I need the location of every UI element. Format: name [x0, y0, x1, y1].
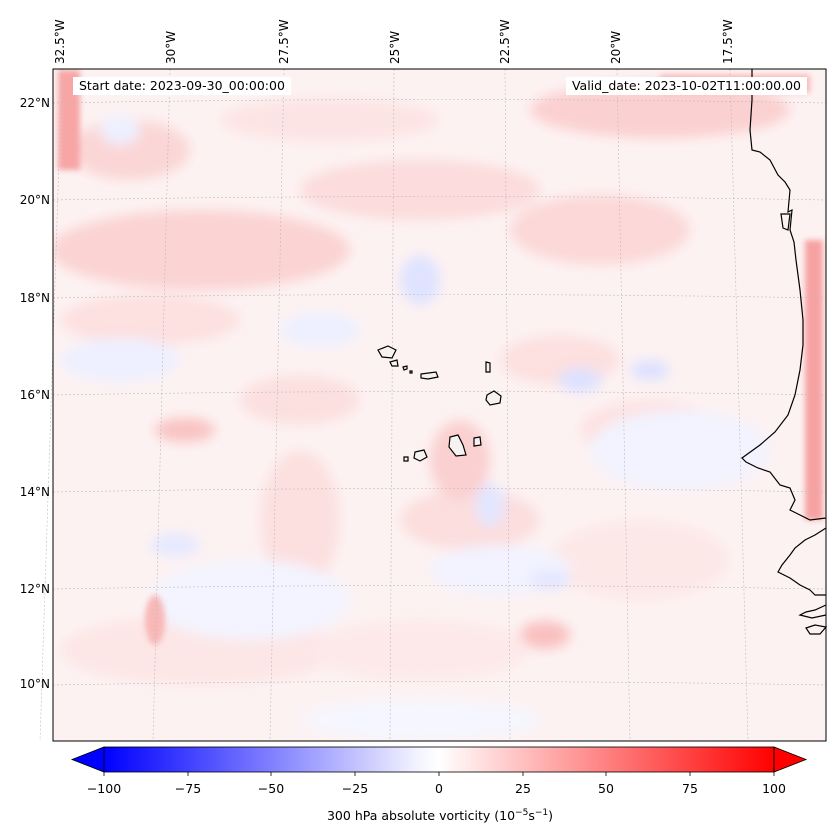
lon-label: 22.5°W [498, 19, 512, 64]
lon-label: 25°W [388, 30, 402, 64]
colorbar-tick: 0 [435, 781, 443, 796]
africa-coast [741, 69, 827, 521]
lon-label: 27.5°W [277, 19, 291, 64]
lat-label: 14°N [19, 485, 50, 499]
colorbar-gradient [104, 747, 774, 772]
lat-label: 20°N [19, 193, 50, 207]
colorbar-tick: 25 [515, 781, 531, 796]
gridlines [39, 68, 827, 742]
colorbar-tick: 75 [682, 781, 698, 796]
colorbar-tick: 100 [762, 781, 786, 796]
colorbar-max-extend [773, 746, 808, 773]
lat-label: 12°N [19, 582, 50, 596]
coastline [741, 69, 828, 635]
colorbar-label: 300 hPa absolute vorticity (10−5s−1) [326, 808, 553, 824]
colorbar-tick: −50 [257, 781, 285, 796]
colorbar-tick: −100 [86, 781, 122, 796]
lon-label: 17.5°W [721, 19, 735, 64]
lat-label: 22°N [19, 96, 50, 110]
lon-label: 32.5°W [53, 19, 67, 64]
colorbar-tick: −25 [341, 781, 369, 796]
colorbar-min-extend [70, 746, 105, 773]
map-frame [52, 68, 827, 742]
colorbar [70, 746, 808, 776]
lat-label: 16°N [19, 388, 50, 402]
cape-verde-islands [377, 345, 502, 462]
valid-date-label: Valid_date: 2023-10-02T11:00:00.00 [565, 77, 807, 95]
africa-coast-south [777, 527, 827, 596]
lat-label: 10°N [19, 677, 50, 691]
vorticity-field [53, 69, 826, 741]
vorticity-blobs [53, 82, 790, 740]
colorbar-tick: −75 [174, 781, 202, 796]
colorbar-tick: 50 [598, 781, 614, 796]
start-date-label: Start date: 2023-09-30_00:00:00 [73, 77, 291, 95]
lon-label: 30°W [164, 30, 178, 64]
lon-label: 20°W [609, 30, 623, 64]
lat-label: 18°N [19, 291, 50, 305]
